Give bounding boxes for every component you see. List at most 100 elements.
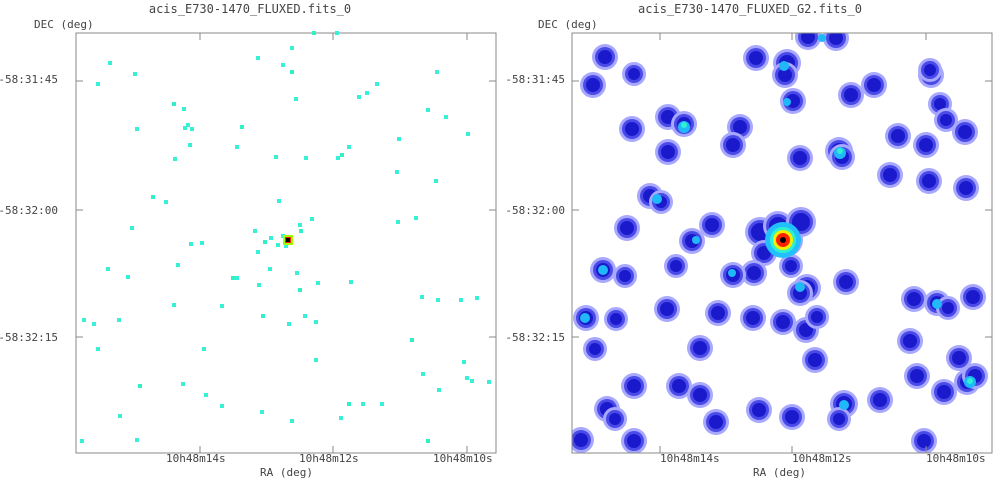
count-pixel: [475, 296, 479, 300]
right-y-tick-0: -58:31:45: [505, 73, 565, 86]
count-pixel: [349, 280, 353, 284]
blob-core: [693, 388, 707, 402]
count-pixel: [281, 63, 285, 67]
blob-core: [693, 341, 707, 355]
count-pixel: [303, 314, 307, 318]
blob-hot: [932, 299, 942, 309]
left-x-tick-0: 10h48m14s: [166, 452, 226, 465]
right-plot-frame: [571, 32, 993, 454]
count-pixel: [410, 338, 414, 342]
count-pixel: [298, 223, 302, 227]
count-pixel: [268, 267, 272, 271]
count-pixel: [190, 127, 194, 131]
left-chart-title: acis_E730-1470_FLUXED.fits_0: [148, 2, 352, 16]
count-pixel: [133, 72, 137, 76]
blob-core: [839, 275, 853, 289]
blob-core: [619, 270, 631, 282]
blob-hot: [837, 148, 843, 154]
count-pixel: [96, 347, 100, 351]
count-pixel: [340, 153, 344, 157]
right-x-tick-2: 10h48m10s: [926, 452, 986, 465]
count-pixel: [240, 125, 244, 129]
count-pixel: [80, 439, 84, 443]
blob-core: [776, 315, 790, 329]
blob-core: [799, 323, 813, 337]
blob-core: [833, 413, 845, 425]
count-pixel: [314, 320, 318, 324]
count-pixel: [261, 314, 265, 318]
blob-core: [829, 33, 843, 45]
smoothed-blob-layer: [572, 33, 988, 453]
count-pixel: [274, 155, 278, 159]
count-pixel: [316, 281, 320, 285]
count-pixel: [256, 56, 260, 60]
blob-core: [709, 415, 723, 429]
blob-core: [808, 353, 822, 367]
blob-core: [598, 50, 612, 64]
count-pixel: [260, 410, 264, 414]
count-pixel: [426, 439, 430, 443]
count-pixel: [235, 276, 239, 280]
count-pixel: [220, 304, 224, 308]
count-pixel: [135, 438, 139, 442]
blob-core: [940, 114, 952, 126]
count-pixel: [336, 156, 340, 160]
blob-core: [628, 68, 640, 80]
blob-core: [891, 129, 905, 143]
count-pixel: [277, 199, 281, 203]
count-pixel: [92, 322, 96, 326]
count-pixel: [269, 236, 273, 240]
count-pixel: [235, 145, 239, 149]
left-y-tick-2: -58:32:15: [0, 331, 58, 344]
right-x-tick-1: 10h48m12s: [792, 452, 852, 465]
count-pixel: [295, 271, 299, 275]
blob-core: [958, 125, 972, 139]
count-pixel: [172, 303, 176, 307]
count-pixel: [276, 243, 280, 247]
count-pixel: [108, 61, 112, 65]
left-y-tick-0: -58:31:45: [0, 73, 58, 86]
count-pixel: [414, 216, 418, 220]
count-pixel: [220, 404, 224, 408]
left-chart-panel: acis_E730-1470_FLUXED.fits_0 DEC (deg) -…: [0, 2, 497, 479]
count-pixel: [173, 157, 177, 161]
blob-core: [937, 385, 951, 399]
count-pixel: [465, 376, 469, 380]
blob-core: [942, 302, 954, 314]
blob-core: [705, 218, 719, 232]
blob-core: [660, 302, 674, 316]
count-pixel: [335, 31, 339, 35]
blob-hot: [795, 282, 805, 292]
right-x-tick-0: 10h48m14s: [660, 452, 720, 465]
blob-hot: [580, 313, 590, 323]
count-pixel: [466, 132, 470, 136]
blob-core: [627, 379, 641, 393]
blob-core: [907, 292, 921, 306]
right-heatmap-plot: [571, 32, 993, 454]
blob-core: [752, 403, 766, 417]
blob-core: [785, 410, 799, 424]
count-pixel: [395, 170, 399, 174]
blob-hot: [598, 265, 608, 275]
count-pixel: [396, 220, 400, 224]
count-pixel: [257, 283, 261, 287]
count-pixel: [256, 250, 260, 254]
count-pixel: [339, 416, 343, 420]
blob-core: [778, 68, 792, 82]
count-pixel: [290, 419, 294, 423]
blob-core: [747, 266, 761, 280]
count-pixel: [312, 31, 316, 35]
count-pixel: [290, 46, 294, 50]
blob-core: [661, 145, 675, 159]
blob-core: [749, 51, 763, 65]
count-pixel: [181, 382, 185, 386]
blob-hot: [780, 237, 786, 243]
blob-core: [966, 290, 980, 304]
blob-core: [919, 138, 933, 152]
blob-core: [801, 33, 815, 44]
count-pixel: [117, 318, 121, 322]
blob-core: [609, 413, 621, 425]
right-y-axis-label: DEC (deg): [538, 18, 598, 31]
count-pixel: [135, 127, 139, 131]
count-pixel: [437, 388, 441, 392]
